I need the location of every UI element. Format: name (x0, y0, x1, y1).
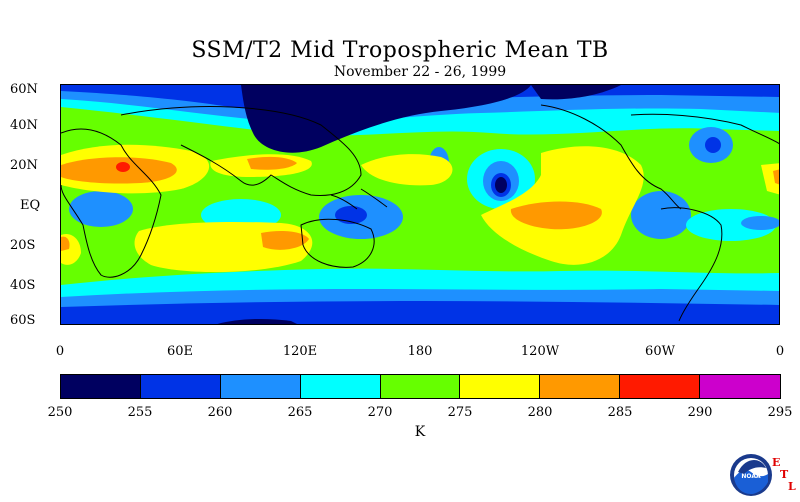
scale-tick: 295 (767, 405, 793, 420)
hot-epacific (510, 201, 602, 230)
coast-australia (300, 218, 375, 268)
hottest-sahara (116, 162, 130, 172)
scale-swatch (380, 375, 461, 398)
hot-safrica (61, 236, 70, 251)
lon-label-120e: 120E (282, 344, 318, 359)
color-scale-bar (60, 374, 781, 399)
scale-swatch (460, 375, 541, 398)
lat-label-40s: 40S (10, 278, 36, 293)
scale-swatch (620, 375, 700, 398)
scale-swatch (300, 375, 381, 398)
contour-250-255-siberia (241, 85, 531, 153)
noaa-etl-logo: NOAA E T L (728, 452, 798, 498)
scale-swatch (220, 375, 301, 398)
coast-eurasia (120, 105, 362, 196)
scale-tick: 250 (47, 405, 73, 420)
logo-letter-l: L (788, 480, 796, 493)
scale-tick: 260 (207, 405, 233, 420)
hot-east-edge (773, 169, 779, 185)
map-title: SSM/T2 Mid Tropospheric Mean TB (191, 38, 609, 63)
hot-arabia (247, 156, 297, 170)
natlantic-deep (705, 137, 721, 153)
coast-africa (61, 128, 162, 278)
pocket-maritime-deep (335, 206, 367, 224)
scale-tick: 265 (287, 405, 313, 420)
lon-label-120w: 120W (520, 344, 560, 359)
lon-label-0-east: 0 (775, 344, 785, 359)
lat-label-20s: 20S (10, 238, 36, 253)
coast-n-america (540, 104, 682, 210)
lon-label-180: 180 (407, 344, 433, 359)
pocket-samerica-blue (631, 191, 691, 239)
lon-label-0: 0 (55, 344, 65, 359)
scale-swatch (540, 375, 621, 398)
scale-tick: 290 (687, 405, 713, 420)
logo-letter-t: T (780, 468, 789, 481)
lon-label-60e: 60E (166, 344, 194, 359)
logo-letter-e: E (772, 456, 781, 469)
scale-tick: 255 (127, 405, 153, 420)
lat-label-40n: 40N (10, 118, 38, 133)
contour-250-255-arctic (531, 85, 621, 100)
scale-tick: 275 (447, 405, 473, 420)
coast-indonesia (330, 188, 388, 210)
scale-swatch (140, 375, 221, 398)
lat-label-eq: EQ (20, 198, 41, 213)
scale-swatch (700, 375, 780, 398)
tb-map (60, 84, 780, 325)
hot-australia (261, 231, 309, 250)
coastlines (61, 104, 779, 322)
contour-250-255-antarctic (217, 318, 297, 324)
map-subtitle: November 22 - 26, 1999 (333, 64, 507, 80)
warm-china (361, 154, 453, 186)
scale-tick: 285 (607, 405, 633, 420)
noaa-emblem-icon: NOAA (730, 454, 772, 496)
scale-unit-label: K (414, 424, 426, 440)
scale-tick: 280 (527, 405, 553, 420)
coast-s-america (660, 207, 723, 322)
pocket-africa-blue (69, 191, 133, 227)
scale-swatch (61, 375, 141, 398)
lat-label-20n: 20N (10, 158, 38, 173)
scale-tick: 270 (367, 405, 393, 420)
lat-label-60n: 60N (10, 82, 38, 97)
logo-wordmark: NOAA (741, 473, 761, 480)
pocket-atlantic-blue (741, 216, 779, 230)
coast-greenland (630, 113, 779, 145)
contour-255-260-south (61, 301, 779, 324)
lat-label-60s: 60S (10, 313, 36, 328)
lon-label-60w: 60W (645, 344, 675, 359)
tb-map-field (61, 85, 779, 324)
npacific-core (495, 177, 507, 193)
